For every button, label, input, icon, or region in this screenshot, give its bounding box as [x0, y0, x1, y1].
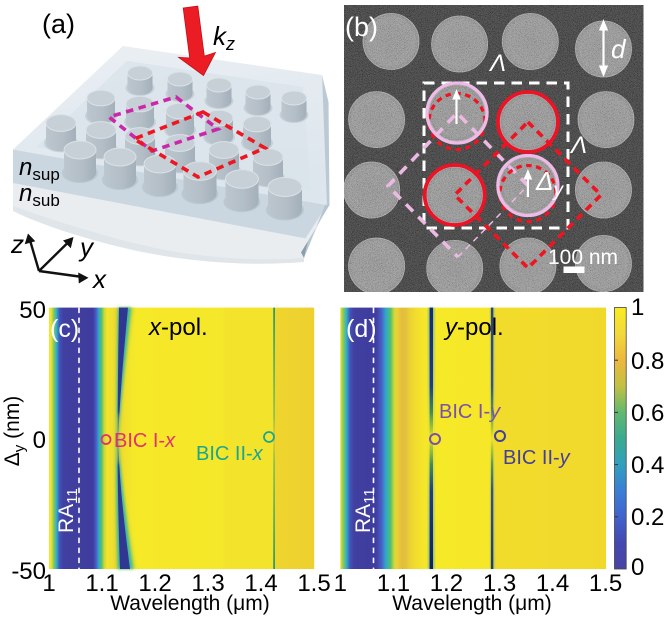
svg-text:BIC II-y: BIC II-y — [503, 447, 571, 469]
svg-text:RA11: RA11 — [352, 488, 378, 533]
svg-text:-50: -50 — [11, 558, 46, 585]
svg-text:1.1: 1.1 — [85, 570, 118, 597]
svg-text:0.6: 0.6 — [631, 400, 664, 427]
svg-text:0: 0 — [631, 554, 644, 581]
svg-text:Wavelength (μm): Wavelength (μm) — [392, 592, 552, 615]
svg-text:0.2: 0.2 — [631, 504, 664, 531]
svg-text:1.3: 1.3 — [483, 570, 516, 597]
svg-text:y: y — [78, 232, 95, 262]
svg-text:1: 1 — [334, 570, 347, 597]
svg-text:1.5: 1.5 — [589, 570, 622, 597]
svg-text:0: 0 — [33, 427, 46, 454]
svg-text:x-pol.: x-pol. — [148, 314, 208, 341]
svg-text:d: d — [611, 34, 627, 64]
svg-text:1.3: 1.3 — [191, 570, 224, 597]
svg-text:(a): (a) — [42, 9, 75, 39]
svg-text:0.4: 0.4 — [631, 452, 664, 479]
svg-text:0.8: 0.8 — [631, 348, 664, 375]
svg-text:(b): (b) — [345, 12, 378, 42]
svg-text:z: z — [10, 229, 24, 259]
svg-text:y-pol.: y-pol. — [443, 314, 504, 341]
svg-text:Λ: Λ — [569, 132, 587, 159]
svg-text:Wavelength (μm): Wavelength (μm) — [110, 592, 270, 615]
svg-text:1: 1 — [631, 294, 644, 321]
svg-text:1.2: 1.2 — [430, 570, 463, 597]
svg-text:Δy (nm): Δy (nm) — [1, 396, 28, 467]
svg-text:BIC I-x: BIC I-x — [114, 430, 176, 452]
svg-text:kz: kz — [213, 21, 235, 54]
svg-text:1.1: 1.1 — [377, 570, 410, 597]
svg-text:1.4: 1.4 — [244, 570, 277, 597]
svg-text:(c): (c) — [50, 315, 79, 343]
svg-text:Λ: Λ — [488, 50, 506, 77]
svg-text:50: 50 — [19, 297, 46, 324]
svg-text:BIC I-y: BIC I-y — [439, 401, 501, 423]
svg-text:1: 1 — [42, 570, 55, 597]
svg-text:1.2: 1.2 — [138, 570, 171, 597]
svg-text:100 nm: 100 nm — [548, 246, 618, 269]
svg-text:BIC II-x: BIC II-x — [196, 443, 264, 465]
svg-text:(d): (d) — [346, 315, 377, 343]
svg-text:1.5: 1.5 — [297, 570, 330, 597]
svg-text:1.4: 1.4 — [536, 570, 569, 597]
svg-text:x: x — [91, 264, 107, 294]
